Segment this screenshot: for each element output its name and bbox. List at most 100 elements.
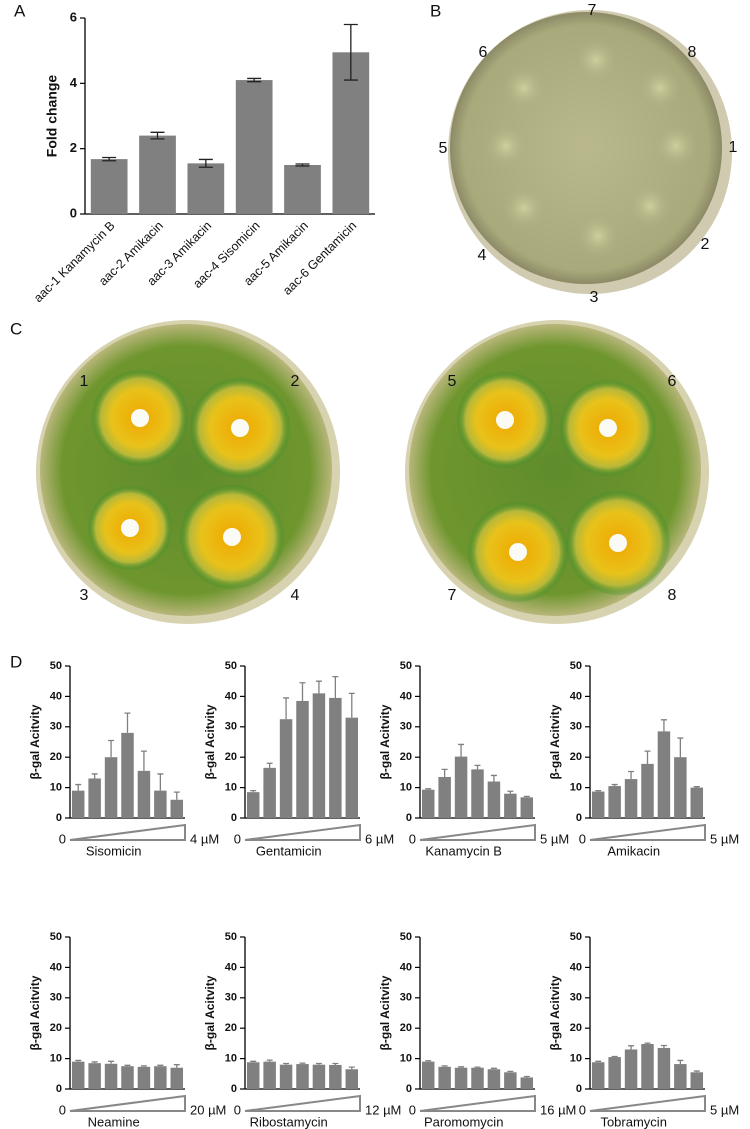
spot bbox=[484, 124, 528, 168]
error-bar bbox=[332, 1062, 339, 1065]
y-tick-label: 0 bbox=[56, 1083, 62, 1095]
spot bbox=[628, 184, 672, 228]
x-axis-label: Gentamicin bbox=[256, 843, 322, 858]
error-bar bbox=[693, 786, 700, 788]
error-bar bbox=[458, 743, 465, 757]
plate-number: 2 bbox=[701, 236, 710, 253]
error-bar bbox=[150, 131, 165, 140]
bar bbox=[438, 776, 451, 818]
y-tick-label: 40 bbox=[225, 690, 237, 702]
bar bbox=[624, 1049, 638, 1089]
y-tick-label: 30 bbox=[50, 992, 62, 1004]
error-bar bbox=[157, 773, 164, 791]
bar bbox=[139, 135, 176, 214]
error-bar bbox=[108, 1060, 115, 1064]
plate-number: 8 bbox=[688, 44, 697, 61]
y-tick-label: 50 bbox=[225, 931, 237, 943]
spot bbox=[502, 186, 546, 230]
bar bbox=[591, 1062, 605, 1089]
bar bbox=[279, 719, 293, 818]
bar bbox=[88, 778, 101, 818]
y-tick-label: 10 bbox=[400, 782, 412, 794]
y-tick-label: 40 bbox=[225, 961, 237, 973]
error-bar bbox=[198, 158, 213, 168]
error-bar bbox=[102, 156, 117, 162]
bar bbox=[674, 757, 687, 818]
bar bbox=[312, 693, 326, 818]
y-tick-label: 4 bbox=[70, 75, 78, 90]
gradient-end: 5 µM bbox=[710, 1102, 739, 1117]
error-bar bbox=[343, 23, 358, 81]
plate-number: 8 bbox=[668, 587, 677, 604]
y-tick-label: 50 bbox=[225, 660, 237, 672]
plate-number: 2 bbox=[291, 373, 300, 390]
x-axis-label: Neamine bbox=[88, 1114, 140, 1129]
error-bar bbox=[611, 1055, 618, 1058]
bar bbox=[246, 1062, 260, 1089]
disk bbox=[599, 419, 617, 437]
panel-label: B bbox=[430, 1, 441, 20]
error-bar bbox=[425, 788, 432, 790]
plate-number: 1 bbox=[729, 139, 738, 156]
x-axis-label: Amikacin bbox=[607, 843, 660, 858]
plate-number: 7 bbox=[448, 587, 457, 604]
error-bar bbox=[644, 1042, 651, 1045]
bar bbox=[438, 1066, 451, 1089]
gradient-start: 0 bbox=[409, 831, 416, 846]
y-axis-label: β-gal Acitvity bbox=[203, 704, 217, 779]
bar bbox=[170, 799, 184, 818]
y-tick-label: 40 bbox=[400, 690, 412, 702]
plate-number: 6 bbox=[668, 373, 677, 390]
error-bar bbox=[75, 1059, 82, 1062]
panel-label: C bbox=[10, 319, 22, 338]
bar bbox=[471, 1067, 484, 1089]
gradient-start: 0 bbox=[234, 1102, 241, 1117]
gradient-end: 5 µM bbox=[540, 831, 569, 846]
y-tick-label: 0 bbox=[576, 812, 582, 824]
error-bar bbox=[247, 77, 262, 83]
gradient-end: 16 µM bbox=[540, 1102, 576, 1117]
bar bbox=[657, 731, 671, 818]
gradient-end: 6 µM bbox=[365, 831, 394, 846]
y-tick-label: 0 bbox=[576, 1083, 582, 1095]
bar bbox=[284, 165, 321, 214]
bar bbox=[641, 1044, 654, 1089]
bar bbox=[421, 1061, 435, 1089]
error-bar bbox=[283, 1062, 290, 1065]
y-tick-label: 10 bbox=[570, 782, 582, 794]
error-bar bbox=[91, 1061, 98, 1064]
y-tick-label: 0 bbox=[406, 812, 412, 824]
bar bbox=[90, 159, 128, 214]
x-tick-label: aac-1 Kanamycin B bbox=[31, 219, 118, 306]
gradient-triangle bbox=[244, 823, 361, 841]
error-bar bbox=[523, 795, 530, 798]
bar bbox=[312, 1064, 326, 1089]
bar bbox=[608, 1057, 621, 1089]
y-axis-label: β-gal Acitvity bbox=[378, 704, 392, 779]
y-tick-label: 10 bbox=[225, 1053, 237, 1065]
error-bar bbox=[250, 789, 257, 793]
error-bar bbox=[693, 1070, 700, 1073]
bar bbox=[504, 793, 517, 818]
bar bbox=[263, 1061, 276, 1089]
bar bbox=[329, 1064, 342, 1089]
error-bar bbox=[124, 712, 131, 733]
bar bbox=[690, 1072, 704, 1089]
plate-number: 3 bbox=[80, 587, 89, 604]
plate-number: 1 bbox=[80, 373, 89, 390]
plate-b bbox=[448, 10, 732, 294]
gradient-triangle bbox=[419, 823, 536, 841]
plate-number: 7 bbox=[588, 2, 597, 19]
plate-c-right bbox=[405, 320, 709, 624]
error-bar bbox=[595, 1060, 602, 1063]
y-tick-label: 30 bbox=[400, 721, 412, 733]
y-tick-label: 50 bbox=[400, 660, 412, 672]
bar bbox=[329, 697, 342, 818]
error-bar bbox=[140, 1065, 147, 1067]
error-bar bbox=[315, 1062, 322, 1065]
gradient-triangle bbox=[69, 1094, 186, 1112]
y-tick-label: 30 bbox=[400, 992, 412, 1004]
bar bbox=[154, 790, 167, 818]
